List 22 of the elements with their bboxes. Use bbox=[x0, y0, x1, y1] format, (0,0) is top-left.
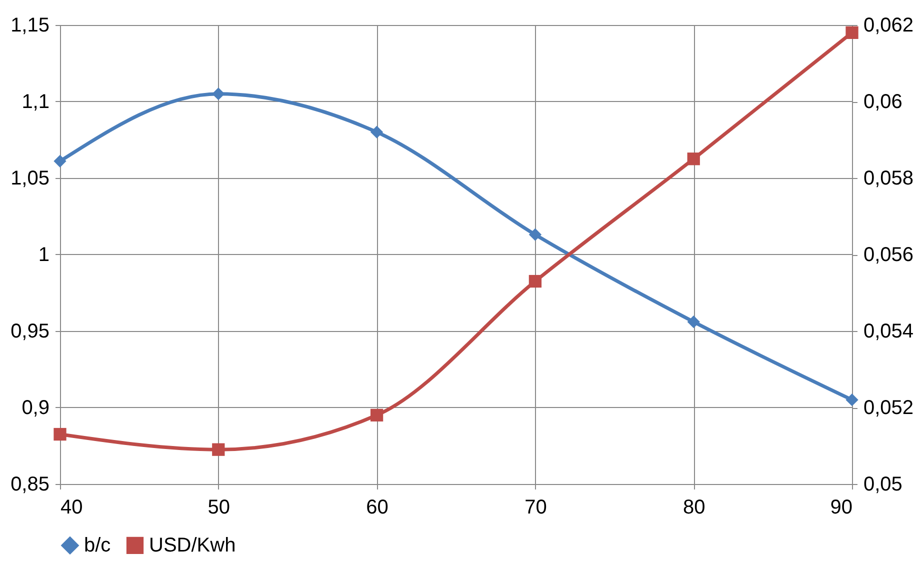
x-tick-label: 80 bbox=[682, 496, 706, 518]
x-tick-label: 60 bbox=[366, 496, 388, 518]
y2-tick-label: 0,062 bbox=[864, 14, 914, 36]
x-tick-label: 70 bbox=[524, 496, 547, 518]
y2-tick-label: 0,058 bbox=[864, 168, 914, 190]
legend-label: USD/Kwh bbox=[149, 534, 236, 556]
y-tick-label: 1,1 bbox=[22, 91, 50, 113]
y-tick-label: 0,9 bbox=[22, 397, 50, 419]
y-tick-label: 1,05 bbox=[10, 168, 50, 190]
x-tick-label: 90 bbox=[830, 496, 852, 518]
y-tick-label: 1,15 bbox=[10, 14, 50, 36]
x-tick-label: 40 bbox=[60, 496, 83, 518]
y-tick-label: 1 bbox=[38, 244, 50, 266]
y2-tick-label: 0,052 bbox=[864, 397, 914, 419]
y2-tick-label: 0,056 bbox=[864, 244, 914, 266]
y-tick-label: 0,85 bbox=[10, 474, 50, 496]
y2-tick-label: 0,06 bbox=[864, 91, 902, 113]
y-tick-label: 0,95 bbox=[10, 320, 50, 342]
x-tick-label: 50 bbox=[208, 496, 230, 518]
y2-tick-label: 0,05 bbox=[864, 474, 902, 496]
legend-label: b/c bbox=[84, 534, 111, 556]
y2-tick-label: 0,054 bbox=[864, 320, 914, 342]
